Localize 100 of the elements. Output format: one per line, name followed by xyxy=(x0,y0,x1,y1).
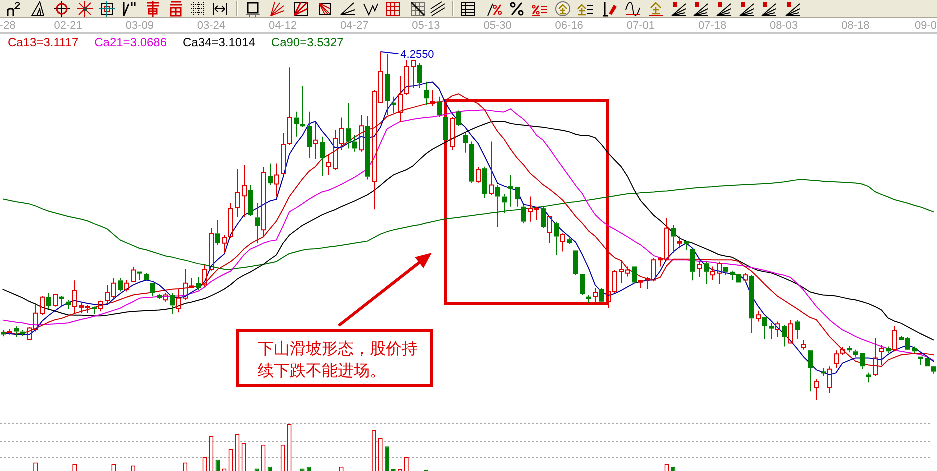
candlestick xyxy=(320,136,325,177)
candlestick xyxy=(118,278,123,292)
x-tick-label: 03-24 xyxy=(197,20,226,32)
candlestick xyxy=(255,202,260,244)
annotation: 4.2550 xyxy=(400,49,434,62)
candlestick xyxy=(541,207,546,229)
candlestick xyxy=(508,174,513,208)
x-tick-label: 08-18 xyxy=(842,20,870,32)
candlestick xyxy=(261,167,266,238)
candlestick xyxy=(196,277,201,291)
candlestick xyxy=(762,318,767,340)
candlestick xyxy=(365,116,370,180)
candlestick xyxy=(684,242,689,251)
candlestick xyxy=(782,324,787,348)
candlestick xyxy=(352,134,357,152)
text: Ca13=3.1117 xyxy=(8,35,79,50)
candlestick xyxy=(827,366,832,394)
candlestick xyxy=(268,163,273,186)
candlestick xyxy=(515,187,520,208)
candlestick xyxy=(521,204,526,224)
candlestick xyxy=(463,132,468,154)
text: Ca21=3.0686 xyxy=(94,35,168,50)
x-tick-label: 03-09 xyxy=(126,20,154,32)
candlestick xyxy=(482,166,487,200)
candlestick xyxy=(717,261,722,285)
candlestick xyxy=(150,283,155,298)
candlestick xyxy=(599,288,604,304)
candlestick xyxy=(313,121,318,160)
candlestick xyxy=(918,356,923,366)
x-tick-label: 09-0 xyxy=(914,20,937,32)
candlestick xyxy=(723,267,728,276)
x-tick-label: 07-18 xyxy=(698,20,727,32)
candlestick xyxy=(137,272,142,281)
candlestick xyxy=(242,164,247,218)
bar xyxy=(384,446,390,471)
candlestick xyxy=(359,114,364,152)
candlestick xyxy=(176,288,181,314)
x-tick-label: -28 xyxy=(0,20,16,32)
candlestick xyxy=(795,319,800,340)
candlestick xyxy=(502,194,507,214)
candlestick xyxy=(489,141,494,196)
candlestick xyxy=(808,350,813,392)
candlestick xyxy=(14,326,19,338)
candlestick xyxy=(72,280,77,314)
candlestick xyxy=(170,293,175,315)
x-tick-label: 07-01 xyxy=(626,20,656,32)
candlestick xyxy=(580,274,585,296)
candlestick xyxy=(307,111,312,159)
candlestick xyxy=(456,110,461,126)
candlestick xyxy=(417,62,422,90)
x-tick-label: 06-16 xyxy=(555,20,584,32)
candlestick xyxy=(66,300,71,310)
x-tick-label: 05-30 xyxy=(484,20,512,32)
candlestick xyxy=(853,349,858,358)
candlestick xyxy=(873,338,878,376)
candlestick xyxy=(287,67,292,146)
candlestick xyxy=(385,54,390,116)
candlestick xyxy=(346,103,351,150)
candlestick xyxy=(775,321,780,338)
candlestick xyxy=(697,260,702,278)
candlestick xyxy=(235,168,240,218)
candlestick xyxy=(560,233,565,252)
candlestick xyxy=(424,81,429,106)
x-tick-label: 05-13 xyxy=(412,20,440,32)
candlestick xyxy=(495,184,500,228)
candlestick xyxy=(847,346,852,354)
candlestick xyxy=(547,216,552,244)
text: Ca90=3.5327 xyxy=(271,35,344,50)
candlestick xyxy=(677,236,682,250)
candlestick xyxy=(281,132,286,176)
candlestick xyxy=(690,249,695,282)
candlestick xyxy=(144,272,149,280)
candlestick xyxy=(769,322,774,340)
candlestick xyxy=(749,274,754,334)
candlestick xyxy=(411,60,416,90)
candlestick xyxy=(573,250,578,276)
x-tick-label: 04-12 xyxy=(268,20,298,32)
candlestick xyxy=(814,378,819,400)
candlestick xyxy=(710,266,715,281)
candlestick xyxy=(879,344,884,366)
x-tick-label: 08-03 xyxy=(770,20,798,32)
candlestick xyxy=(215,220,220,246)
candlestick xyxy=(931,366,936,374)
x-tick-label: 04-27 xyxy=(340,20,369,32)
annotation: 下山滑坡形态，股价持续下跌不能进场。 xyxy=(258,339,418,380)
candlestick xyxy=(157,294,162,300)
candlestick xyxy=(567,238,572,244)
candlestick xyxy=(860,353,865,370)
candlestick xyxy=(248,184,253,217)
candlestick xyxy=(46,293,51,310)
candlestick xyxy=(912,346,917,354)
candlestick xyxy=(704,261,709,285)
candlestick xyxy=(801,340,806,350)
candlestick xyxy=(274,163,279,198)
candlestick xyxy=(430,90,435,107)
candlestick xyxy=(326,154,331,176)
candlestick xyxy=(886,346,891,354)
candlestick xyxy=(671,224,676,254)
candlestick xyxy=(554,221,559,256)
candlestick xyxy=(437,96,442,118)
